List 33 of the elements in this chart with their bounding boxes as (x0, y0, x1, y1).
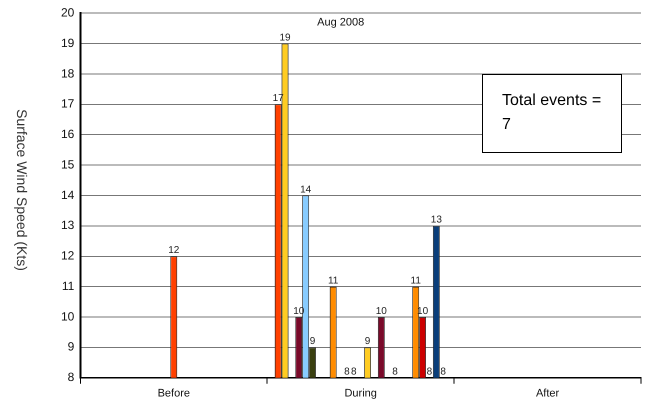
y-tick-label: 8 (68, 370, 75, 384)
x-tick-label: Before (158, 387, 190, 400)
data-label: 10 (376, 306, 388, 317)
y-tick-label: 18 (60, 66, 75, 80)
y-tick-label: 17 (60, 96, 75, 111)
y-axis-title: Surface Wind Speed (Kts) (14, 109, 30, 271)
y-tick-label: 9 (68, 340, 75, 354)
x-tick-label: After (536, 387, 560, 400)
data-label: 9 (310, 336, 316, 348)
y-tick-label: 16 (60, 127, 75, 142)
y-tick-label: 15 (60, 157, 75, 172)
data-label: 8 (440, 366, 446, 378)
y-tick-label: 12 (60, 248, 75, 263)
data-label: 11 (410, 275, 422, 286)
data-label: 19 (279, 32, 292, 44)
y-tick-label: 10 (60, 309, 75, 324)
y-tick-label: 14 (60, 188, 75, 202)
y-tick-label: 20 (60, 6, 75, 20)
y-tick-label: 11 (62, 278, 75, 293)
annotation: Total events = 7 (482, 74, 622, 153)
data-label: 12 (168, 245, 180, 256)
y-tick-label: 13 (60, 218, 75, 232)
x-tick-label: During (344, 387, 377, 400)
data-label: 14 (300, 184, 312, 196)
data-label: 8 (351, 366, 358, 378)
data-label: 8 (392, 366, 398, 378)
data-label: 9 (364, 336, 371, 348)
chart-title: Aug 2008 (317, 16, 364, 29)
y-tick-label: 19 (60, 36, 75, 50)
data-label: 13 (430, 214, 442, 226)
data-label: 8 (426, 366, 433, 378)
data-label: 8 (344, 366, 350, 378)
data-label: 11 (328, 275, 339, 286)
